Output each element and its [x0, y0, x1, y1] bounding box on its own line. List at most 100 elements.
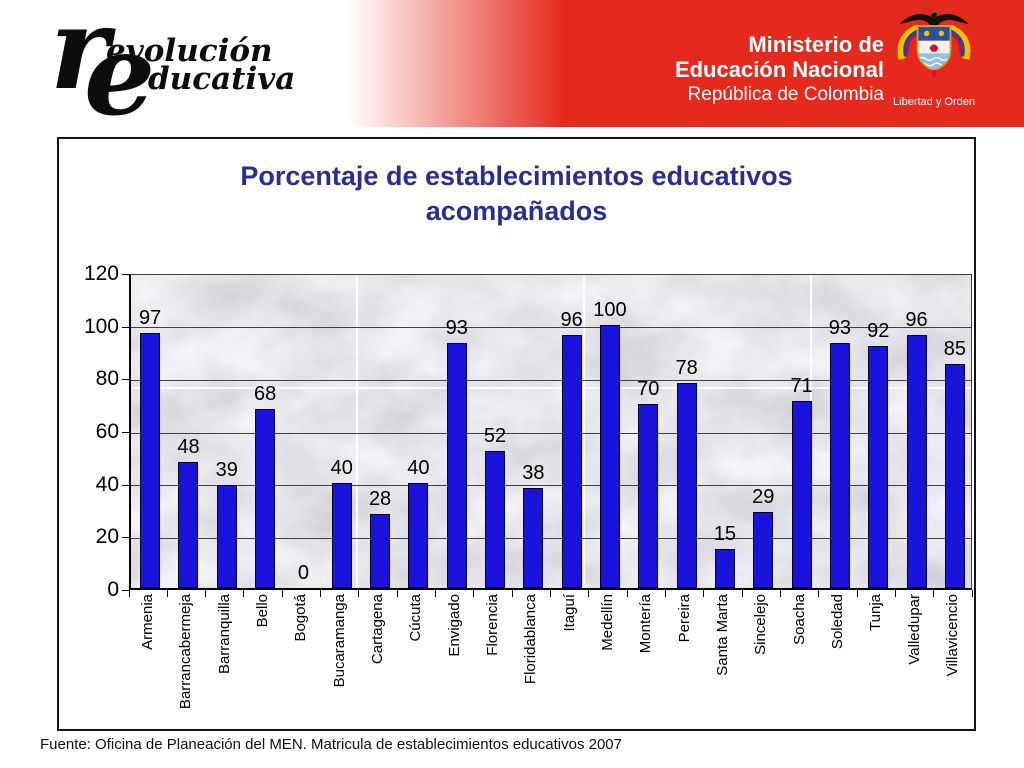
gridline	[131, 379, 971, 381]
colombia-coat-of-arms: Libertad y Orden	[886, 6, 982, 108]
x-tick	[664, 590, 666, 597]
x-axis-label: Montería	[637, 594, 655, 654]
bar-value-label: 93	[445, 317, 468, 340]
bar-value-label: 96	[560, 309, 583, 332]
x-axis-label: Floridablanca	[522, 594, 540, 685]
source-note: Fuente: Oficina de Planeación del MEN. M…	[40, 736, 622, 753]
bar-value-label: 96	[905, 309, 928, 332]
bar	[944, 364, 965, 588]
plot-area: 97 48 39 68 0 40 28 40 93 52 38 96 100 70 78 15 29 71 93 92…	[129, 274, 972, 590]
bar-value-label: 48	[177, 435, 200, 458]
x-tick	[128, 590, 130, 597]
gridline	[131, 432, 971, 434]
x-axis-label: Sincelejo	[752, 594, 770, 655]
bar	[140, 332, 161, 588]
gridline	[131, 327, 971, 329]
x-axis-label: Villavicencio	[943, 594, 961, 677]
bar-value-label: 93	[828, 317, 851, 340]
bar	[255, 408, 276, 588]
chart-frame: Porcentaje de establecimientos educativo…	[57, 137, 976, 731]
bar	[485, 451, 506, 588]
x-axis-label: Itaguí	[560, 594, 578, 632]
x-tick	[588, 590, 590, 597]
bar	[906, 335, 927, 588]
y-tick	[122, 484, 129, 486]
x-tick	[779, 590, 781, 597]
y-tick	[122, 274, 129, 275]
x-tick	[856, 590, 858, 597]
ministry-line-1: Ministerio de	[748, 32, 884, 57]
bar	[599, 324, 620, 588]
logo-letter-e: e	[84, 10, 156, 141]
bar	[178, 461, 199, 588]
x-axis-label: Envigado	[445, 594, 463, 657]
bar-value-label: 39	[215, 459, 238, 482]
bar-value-label: 71	[790, 375, 813, 398]
bar-value-label: 52	[483, 425, 507, 448]
bar-value-label: 85	[943, 338, 966, 361]
bar	[753, 511, 774, 588]
x-axis-label: Bello	[254, 594, 272, 628]
crest-motto: Libertad y Orden	[893, 96, 975, 108]
bar-value-label: 40	[407, 456, 430, 479]
x-axis-label: Barranquilla	[215, 594, 233, 675]
x-axis-label: Santa Marta	[713, 594, 731, 676]
bar	[331, 482, 352, 588]
x-tick	[626, 590, 628, 597]
bar-value-label: 78	[675, 356, 698, 379]
ministry-line-3: República de Colombia	[687, 84, 884, 105]
x-tick	[741, 590, 743, 597]
ministry-title-block: Ministerio de Educación Nacional Repúbli…	[675, 32, 884, 107]
revolucion-educativa-logo: r evolución e ducativa	[50, 0, 382, 132]
bar-value-label: 0	[297, 562, 309, 584]
x-axis-label: Medellín	[598, 594, 616, 651]
y-tick	[122, 379, 129, 381]
x-tick	[166, 590, 168, 597]
bar	[676, 382, 697, 588]
x-axis-label: Armenia	[139, 594, 157, 650]
x-axis-label: Barrancabermeja	[177, 594, 195, 710]
logo-word-evolucion: evolución	[106, 33, 273, 69]
x-tick	[818, 590, 820, 597]
bar	[714, 548, 735, 588]
x-tick	[320, 590, 322, 597]
x-axis-label: Cartagena	[369, 594, 387, 665]
y-tick	[122, 537, 129, 539]
gridline	[131, 537, 971, 539]
bar-value-label: 92	[867, 319, 890, 342]
x-tick	[550, 590, 551, 597]
bar-value-label: 70	[637, 377, 660, 400]
ministry-line-2: Educación Nacional	[674, 57, 884, 82]
x-tick	[243, 590, 245, 597]
y-axis-label: 60	[95, 420, 119, 443]
x-tick	[511, 590, 513, 597]
y-tick	[122, 326, 129, 328]
x-tick	[894, 590, 896, 597]
y-axis-label: 20	[95, 525, 119, 549]
gridline	[131, 485, 971, 487]
logo-word-ducativa: ducativa	[148, 61, 296, 97]
bar-value-label: 15	[713, 522, 737, 545]
x-axis-label: Bucaramanga	[330, 594, 348, 688]
y-axis-label: 80	[95, 367, 119, 391]
y-axis-label: 0	[107, 578, 119, 601]
y-tick	[122, 590, 129, 591]
bar	[408, 482, 429, 588]
y-axis-label: 120	[83, 262, 119, 285]
bar-value-label: 100	[593, 298, 627, 321]
bar	[561, 335, 582, 588]
x-axis-label: Cúcuta	[407, 594, 425, 642]
bar	[638, 403, 659, 588]
logo-letter-r: r	[50, 0, 110, 115]
coat-of-arms-icon	[897, 10, 971, 78]
x-tick	[205, 590, 207, 597]
y-axis-label: 100	[83, 314, 119, 338]
x-tick	[703, 590, 705, 597]
x-axis-label: Bogotá	[292, 594, 310, 642]
x-tick	[435, 590, 437, 597]
x-axis-label: Pereira	[675, 594, 693, 643]
bar	[216, 485, 237, 588]
x-axis-label: Valledupar	[905, 594, 923, 665]
bar	[523, 487, 544, 588]
